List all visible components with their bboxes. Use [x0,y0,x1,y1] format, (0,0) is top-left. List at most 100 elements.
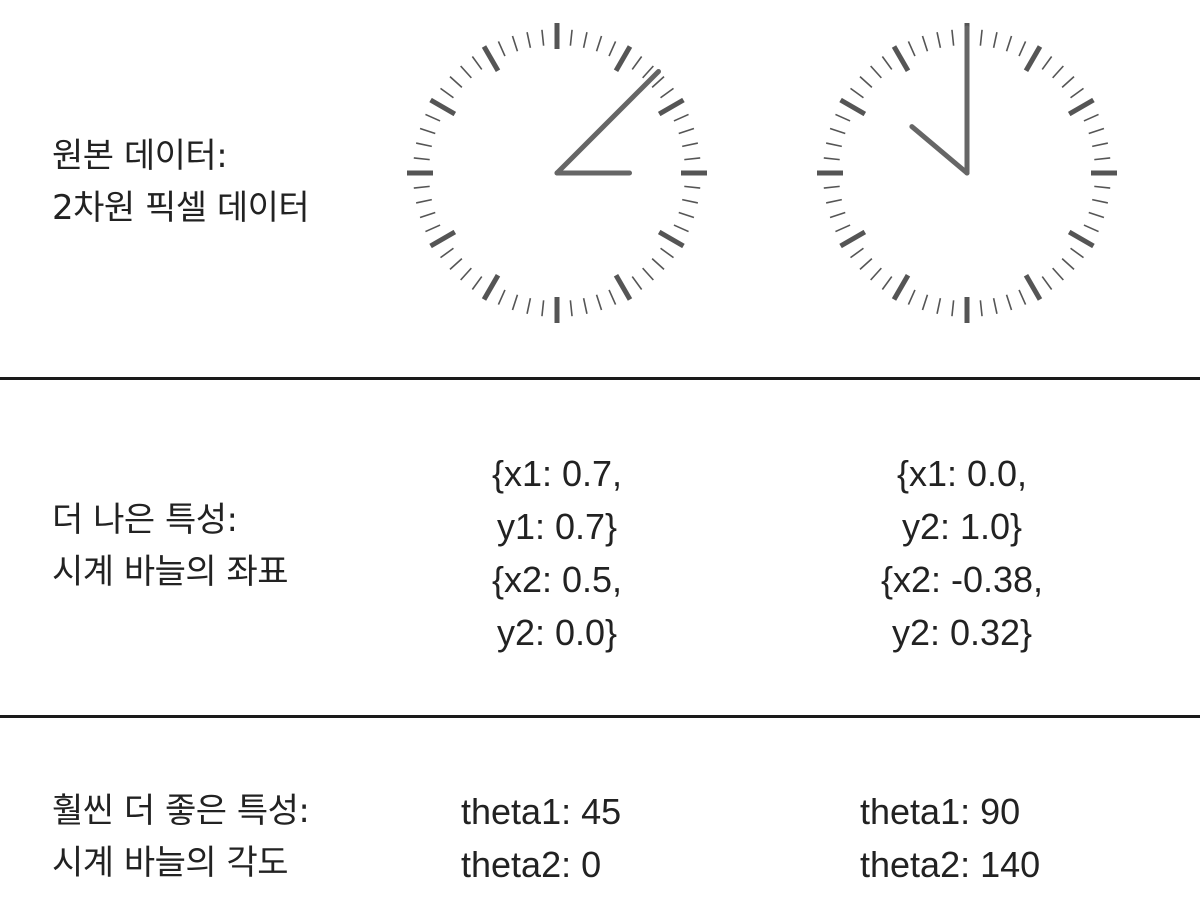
row-label-raw-line1: 원본 데이터: [52,130,309,182]
clock-face-1 [402,18,712,328]
minute-tick [684,186,700,188]
minute-tick [498,290,505,305]
minute-tick [1089,213,1104,218]
minute-tick [937,298,940,314]
minute-tick [513,295,518,310]
minute-tick [851,248,864,257]
minute-tick [908,41,915,56]
minute-tick [674,225,689,232]
minute-tick [609,290,616,305]
minute-tick [824,158,840,160]
minute-tick [824,186,840,188]
clock2-coord-line: y2: 0.32} [832,606,1092,659]
row-label-raw-line2: 2차원 픽셀 데이터 [52,182,309,234]
hour-tick [616,275,630,299]
minute-tick [851,88,864,97]
minute-tick [661,248,674,257]
minute-tick [425,225,440,232]
clock-face-2 [812,18,1122,328]
clock1-angle-line: theta2: 0 [461,838,621,891]
minute-tick [542,300,544,316]
hour-tick [1069,232,1093,246]
minute-tick [826,143,842,146]
minute-tick [1084,114,1099,121]
minute-tick [908,290,915,305]
hour-tick [431,100,455,114]
minute-tick [420,213,435,218]
minute-tick [679,129,694,134]
minute-tick [1071,88,1084,97]
clock2-coord-line: {x1: 0.0, [832,447,1092,500]
minute-tick [584,32,587,48]
minute-tick [826,200,842,203]
minute-tick [513,36,518,51]
hour-tick [894,275,908,299]
minute-tick [1071,248,1084,257]
minute-tick [420,129,435,134]
minute-tick [871,268,882,280]
minute-tick [937,32,940,48]
hour-tick [659,232,683,246]
minute-tick [597,36,602,51]
hour-tick [894,47,908,71]
clock2-angle-line: theta1: 90 [860,785,1040,838]
row-label-raw-data: 원본 데이터: 2차원 픽셀 데이터 [52,130,309,234]
minute-tick [679,213,694,218]
hour-tick [484,275,498,299]
minute-tick [570,30,572,46]
minute-tick [416,200,432,203]
minute-tick [527,298,530,314]
minute-tick [684,158,700,160]
minute-tick [584,298,587,314]
minute-tick [425,114,440,121]
clock2-coordinates: {x1: 0.0, y2: 1.0} {x2: -0.38, y2: 0.32} [832,447,1092,659]
minute-tick [1089,129,1104,134]
minute-tick [472,277,481,290]
hour-tick [841,232,865,246]
minute-tick [498,41,505,56]
hour-tick [431,232,455,246]
hour-tick [659,100,683,114]
minute-tick [643,268,654,280]
minute-tick [1053,268,1064,280]
minute-tick [1053,66,1064,78]
minute-tick [871,66,882,78]
row-label-best-line1: 훨씬 더 좋은 특성: [52,785,309,837]
minute-tick [882,277,891,290]
minute-tick [1062,259,1074,270]
minute-tick [674,114,689,121]
minute-tick [860,77,872,88]
divider-1 [0,377,1200,380]
row-label-best: 훨씬 더 좋은 특성: 시계 바늘의 각도 [52,785,309,889]
hour-tick [616,47,630,71]
minute-tick [682,200,698,203]
minute-tick [461,268,472,280]
clock1-coordinates: {x1: 0.7, y1: 0.7} {x2: 0.5, y2: 0.0} [427,447,687,659]
minute-tick [860,259,872,270]
minute-tick [835,225,850,232]
minute-tick [461,66,472,78]
clock2-coord-line: {x2: -0.38, [832,553,1092,606]
minute-tick [682,143,698,146]
minute-tick [1092,143,1108,146]
hour-tick [484,47,498,71]
clock1-angles: theta1: 45 theta2: 0 [461,785,621,891]
minute-tick [882,57,891,70]
minute-tick [450,77,462,88]
minute-tick [661,88,674,97]
hour-tick [1026,47,1040,71]
minute-tick [1007,36,1012,51]
clock1-coord-line: y1: 0.7} [427,500,687,553]
minute-tick [1084,225,1099,232]
clock2-angles: theta1: 90 theta2: 140 [860,785,1040,891]
minute-tick [1042,277,1051,290]
clock-hand1 [557,72,659,174]
clock-hand2 [912,127,967,173]
minute-tick [527,32,530,48]
minute-tick [597,295,602,310]
minute-tick [923,295,928,310]
divider-2 [0,715,1200,718]
minute-tick [441,248,454,257]
minute-tick [835,114,850,121]
minute-tick [450,259,462,270]
